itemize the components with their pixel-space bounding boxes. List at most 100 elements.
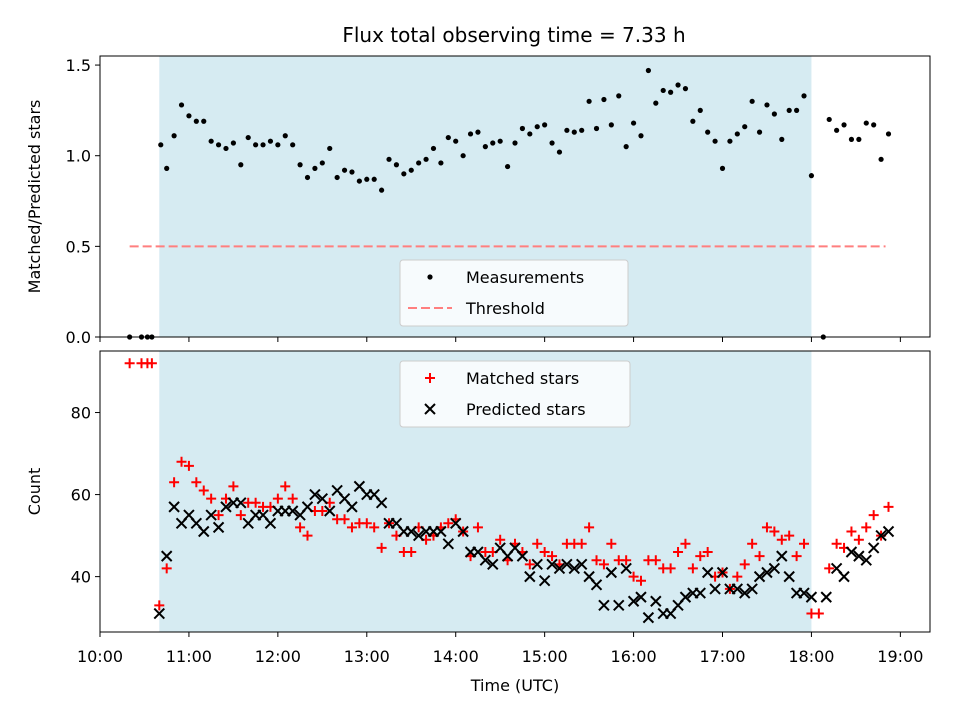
measurement-point [826, 116, 832, 123]
bottom-panel: 40 60 80 10:00 11:00 12:00 13:00 14:00 15:00 16:0… [25, 350, 931, 695]
y-tick-label: 60 [71, 486, 91, 505]
matched-star-point [361, 518, 372, 529]
predicted-star-point [316, 492, 329, 505]
measurement-point [438, 160, 444, 166]
matched-star-point [295, 522, 306, 533]
measurement-point [223, 145, 229, 152]
measurement-point [719, 165, 726, 171]
measurement-point [808, 173, 815, 179]
predicted-star-point [405, 525, 417, 538]
matched-star-point [846, 526, 857, 537]
matched-star-point [861, 522, 872, 533]
measurement-point [164, 165, 170, 171]
matched-star-point [176, 456, 187, 467]
measurement-point [742, 124, 748, 130]
legend: Matched stars Predicted stars [399, 360, 631, 428]
predicted-star-point [867, 542, 880, 554]
legend-marker-predicted [424, 403, 436, 415]
measurement-point [178, 102, 185, 108]
measurement-point [215, 142, 222, 148]
x-tick-label: 17:00 [699, 647, 745, 666]
matched-star-point [154, 600, 165, 611]
x-tick-label: 14:00 [433, 647, 479, 666]
matched-star-point [235, 510, 246, 521]
measurement-point [653, 100, 659, 106]
predicted-star-point [531, 558, 543, 571]
measurement-point [304, 174, 311, 181]
predicted-star-point [853, 550, 865, 562]
predicted-star-point [598, 599, 610, 612]
predicted-star-point [457, 525, 469, 538]
measurement-point [727, 138, 733, 144]
matched-star-point [799, 538, 810, 549]
x-tick-label: 12:00 [255, 647, 301, 666]
measurement-point [645, 67, 651, 74]
matched-star-point [161, 563, 172, 574]
measurement-point [623, 144, 629, 150]
measurement-point [356, 178, 362, 184]
x-tick-label: 10:00 [77, 647, 123, 666]
predicted-star-point [412, 529, 425, 542]
measurement-point [705, 129, 711, 135]
measurement-point [682, 86, 689, 92]
measurement-point [856, 136, 862, 142]
measurement-point [848, 136, 855, 142]
predicted-star-point [820, 591, 832, 603]
predicted-star-point [590, 579, 603, 591]
measurement-point [786, 107, 792, 113]
measurement-point [712, 138, 718, 144]
measurement-point [319, 160, 325, 166]
measurement-point [312, 165, 318, 171]
measurement-point [297, 162, 303, 168]
matched-star-point [146, 358, 157, 369]
x-tick-label: 13:00 [344, 647, 390, 666]
measurement-point [371, 176, 377, 182]
legend-marker-measurements [427, 274, 433, 280]
measurement-point [430, 145, 437, 152]
matched-star-point [883, 501, 894, 512]
matched-star-point [650, 555, 661, 566]
matched-star-point [376, 542, 387, 553]
predicted-star-point [613, 599, 625, 612]
matched-star-point [754, 551, 765, 562]
matched-star-point [868, 510, 879, 521]
predicted-star-point [264, 517, 277, 529]
measurement-point [527, 131, 533, 137]
measurement-point [208, 138, 214, 144]
predicted-star-point [635, 591, 647, 603]
matched-star-point [539, 547, 550, 558]
x-tick-label: 16:00 [611, 647, 657, 666]
measurement-point [638, 133, 644, 139]
measurement-point [834, 127, 840, 133]
measurement-point [253, 142, 259, 148]
y-axis-label: Count [25, 468, 44, 516]
y-tick-label: 0.0 [66, 328, 91, 347]
axes-frame [99, 55, 931, 338]
predicted-star-point [679, 591, 692, 603]
measurement-point [571, 129, 577, 135]
matched-star-point [680, 538, 691, 549]
legend-label: Threshold [465, 299, 545, 318]
predicted-star-point [642, 611, 655, 624]
measurement-point [416, 160, 422, 166]
measurement-point [756, 129, 763, 135]
measurement-point [497, 138, 503, 144]
predicted-star-point [160, 550, 173, 562]
matched-star-point [739, 559, 750, 570]
matched-star-point [339, 514, 350, 525]
measurement-point [282, 133, 288, 139]
measurement-point [579, 127, 585, 133]
predicted-star-point [346, 501, 358, 513]
predicted-star-point [375, 497, 388, 509]
y-tick-label: 1.5 [66, 56, 91, 75]
matched-star-point [472, 522, 483, 533]
measurement-point [460, 153, 466, 159]
axes-frame [99, 350, 931, 633]
predicted-star-point [739, 587, 751, 599]
measurement-point [519, 125, 526, 132]
measurement-point [668, 89, 674, 95]
measurement-point [779, 136, 785, 142]
predicted-star-point [746, 583, 758, 595]
matched-star-point [635, 575, 646, 586]
